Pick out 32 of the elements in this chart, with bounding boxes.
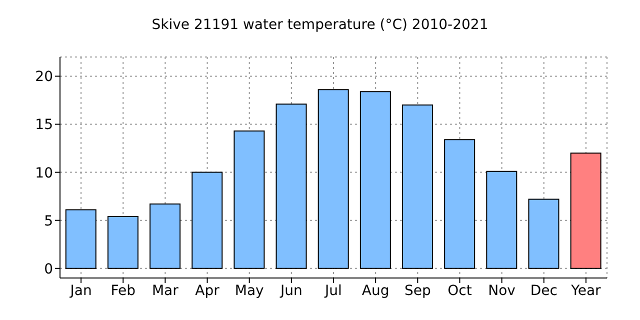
bar <box>444 139 476 269</box>
x-tick-label: Aug <box>362 282 390 299</box>
bar <box>360 91 391 269</box>
x-tick-label: Jun <box>279 282 302 299</box>
bar <box>192 172 223 269</box>
x-tick-label: May <box>234 282 264 299</box>
x-tick-label: Nov <box>488 282 516 299</box>
x-tick-label: Feb <box>110 282 136 299</box>
bar <box>150 204 181 269</box>
bar <box>402 104 434 269</box>
bar <box>570 152 602 269</box>
x-tick-label: Year <box>570 282 602 299</box>
bar <box>234 130 265 269</box>
x-tick-label: Jul <box>324 282 342 299</box>
bar <box>276 104 307 269</box>
bar <box>318 89 349 269</box>
x-tick-label: Mar <box>152 282 179 299</box>
chart-title: Skive 21191 water temperature (°C) 2010-2021 <box>150 17 490 33</box>
x-tick-label: Apr <box>195 282 220 299</box>
x-tick-label: Sep <box>404 282 431 299</box>
x-tick-label: Dec <box>530 282 558 299</box>
y-tick-label: 15 <box>35 117 53 134</box>
bar <box>65 209 96 269</box>
x-tick-label: Oct <box>448 282 472 299</box>
y-tick-label: 0 <box>44 261 53 278</box>
y-tick-label: 20 <box>35 69 53 86</box>
y-tick-label: 10 <box>35 165 53 182</box>
bar <box>486 170 518 269</box>
x-tick-label: Jan <box>69 282 92 299</box>
bar <box>107 216 138 269</box>
y-tick-label: 5 <box>44 213 53 230</box>
bar <box>528 198 560 269</box>
